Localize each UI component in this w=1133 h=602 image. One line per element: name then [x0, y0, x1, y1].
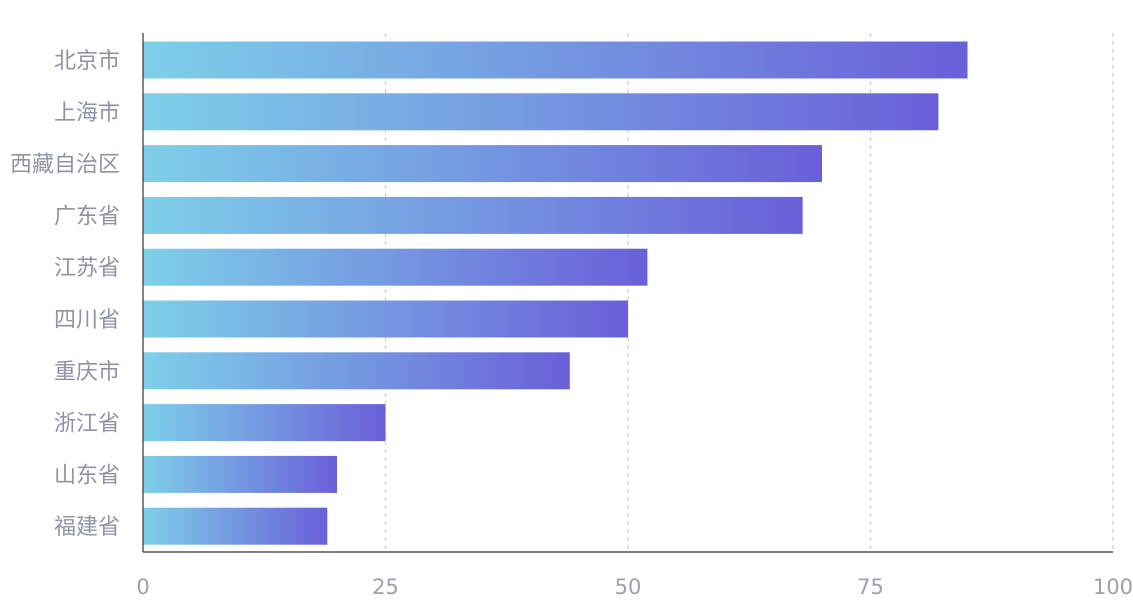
bar — [143, 93, 939, 131]
category-label: 江苏省 — [54, 256, 120, 281]
bar — [143, 507, 328, 545]
x-tick-label: 100 — [1093, 575, 1133, 599]
category-label: 四川省 — [54, 308, 120, 333]
category-label: 西藏自治区 — [10, 153, 120, 178]
bar — [143, 352, 570, 390]
category-label: 福建省 — [54, 515, 120, 540]
grid-lines — [384, 33, 1114, 552]
axes — [142, 33, 1113, 553]
x-tick-label: 0 — [136, 575, 149, 599]
category-label: 广东省 — [54, 204, 120, 229]
bar — [143, 145, 822, 183]
bar — [143, 196, 803, 234]
bar — [143, 455, 337, 493]
category-label: 浙江省 — [54, 412, 120, 437]
bar — [143, 404, 386, 442]
category-label: 山东省 — [54, 463, 120, 488]
category-label: 重庆市 — [54, 360, 120, 385]
bar — [143, 41, 968, 79]
x-tick-label: 50 — [615, 575, 642, 599]
bar — [143, 248, 648, 286]
category-label: 上海市 — [54, 101, 120, 126]
x-tick-label: 75 — [857, 575, 884, 599]
bar — [143, 300, 628, 338]
x-tick-labels: 0 25 50 75 100 — [136, 575, 1133, 599]
bars — [143, 41, 968, 545]
category-label: 北京市 — [54, 49, 120, 74]
x-tick-label: 25 — [372, 575, 399, 599]
